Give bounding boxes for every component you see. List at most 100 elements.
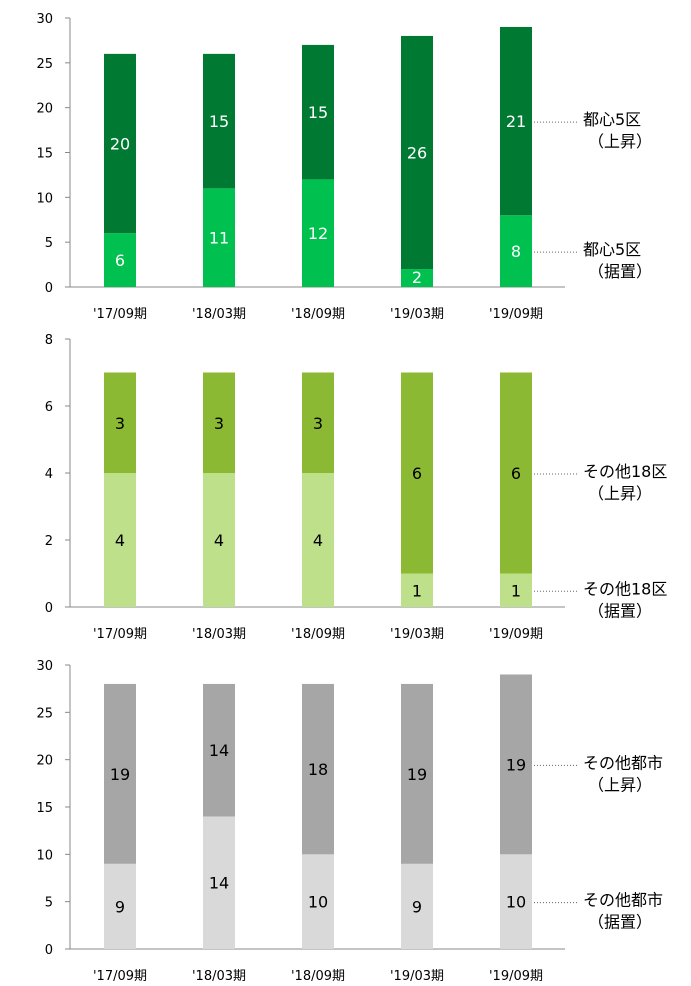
y-tick-label: 10	[36, 848, 53, 863]
bar-data-label: 19	[506, 755, 526, 774]
y-tick-label: 5	[45, 896, 53, 911]
y-tick-label: 15	[36, 801, 53, 816]
x-category-label: '17/09期	[93, 627, 147, 642]
y-tick-label: 20	[36, 754, 53, 769]
series-annotation-label: 都心5区	[583, 240, 641, 259]
bar-segment	[104, 53, 136, 234]
bar-data-label: 20	[110, 135, 130, 154]
bar-segment	[401, 35, 433, 270]
bar-segment	[500, 372, 532, 574]
bar-segment	[500, 854, 532, 949]
x-category-label: '18/03期	[192, 307, 246, 322]
series-annotation-label: その他都市	[583, 891, 663, 910]
x-category-label: '17/09期	[93, 969, 147, 984]
bar-data-label: 3	[115, 414, 125, 433]
y-tick-label: 25	[36, 706, 53, 721]
bar-segment	[401, 372, 433, 574]
y-tick-label: 0	[45, 943, 53, 958]
x-category-label: '18/09期	[291, 969, 345, 984]
bar-data-label: 4	[313, 531, 323, 550]
bar-segment	[203, 372, 235, 473]
series-annotation-sublabel: （据置）	[588, 913, 652, 932]
series-annotation-sublabel: （上昇）	[588, 484, 652, 503]
series-annotation-sublabel: （据置）	[588, 262, 652, 281]
bar-segment	[104, 683, 136, 864]
bar-data-label: 3	[214, 414, 224, 433]
bar-data-label: 15	[209, 112, 229, 131]
bar-data-label: 18	[308, 760, 328, 779]
bar-segment	[302, 473, 334, 607]
bar-segment	[401, 863, 433, 949]
bar-data-label: 21	[506, 112, 526, 131]
bar-data-label: 15	[308, 103, 328, 122]
y-tick-label: 30	[36, 12, 53, 27]
x-category-label: '18/03期	[192, 969, 246, 984]
bar-data-label: 10	[308, 893, 328, 912]
bar-segment	[500, 674, 532, 855]
y-tick-label: 0	[45, 601, 53, 616]
y-tick-label: 0	[45, 281, 53, 296]
series-annotation-label: その他18区	[583, 579, 667, 598]
bar-segment	[203, 816, 235, 949]
bar-data-label: 6	[115, 251, 125, 270]
y-tick-label: 25	[36, 57, 53, 72]
bar-segment	[203, 53, 235, 189]
bar-data-label: 19	[407, 765, 427, 784]
bar-data-label: 4	[115, 531, 125, 550]
series-annotation-label: その他18区	[583, 462, 667, 481]
series-annotation-label: 都心5区	[583, 110, 641, 129]
x-category-label: '19/09期	[489, 969, 543, 984]
x-category-label: '18/03期	[192, 627, 246, 642]
series-annotation-sublabel: （上昇）	[588, 132, 652, 151]
x-category-label: '19/09期	[489, 307, 543, 322]
x-category-label: '19/09期	[489, 627, 543, 642]
bar-data-label: 2	[412, 268, 422, 287]
bar-data-label: 6	[412, 464, 422, 483]
bar-data-label: 1	[511, 581, 521, 600]
y-tick-label: 30	[36, 659, 53, 674]
series-annotation-sublabel: （上昇）	[588, 775, 652, 794]
bar-segment	[203, 473, 235, 607]
bar-segment	[401, 573, 433, 607]
bar-segment	[401, 269, 433, 287]
series-annotation-sublabel: （据置）	[588, 601, 652, 620]
bar-data-label: 10	[506, 893, 526, 912]
y-tick-label: 10	[36, 191, 53, 206]
bar-data-label: 1	[412, 581, 422, 600]
bar-data-label: 26	[407, 144, 427, 163]
bar-segment	[203, 683, 235, 817]
bar-data-label: 11	[209, 229, 229, 248]
bar-segment	[104, 233, 136, 287]
y-tick-label: 15	[36, 147, 53, 162]
bar-data-label: 9	[412, 897, 422, 916]
x-category-label: '19/03期	[390, 307, 444, 322]
bar-data-label: 3	[313, 414, 323, 433]
y-tick-label: 2	[45, 534, 53, 549]
bar-data-label: 8	[511, 242, 521, 261]
bar-segment	[104, 372, 136, 473]
bar-data-label: 19	[110, 765, 130, 784]
bar-data-label: 14	[209, 874, 229, 893]
y-tick-label: 20	[36, 102, 53, 117]
bar-segment	[302, 683, 334, 855]
bar-segment	[203, 188, 235, 287]
y-tick-label: 5	[45, 236, 53, 251]
bar-data-label: 9	[115, 897, 125, 916]
x-category-label: '18/09期	[291, 307, 345, 322]
x-category-label: '19/03期	[390, 969, 444, 984]
bar-segment	[401, 683, 433, 864]
bar-segment	[500, 573, 532, 607]
bar-segment	[500, 215, 532, 287]
x-category-label: '17/09期	[93, 307, 147, 322]
bar-data-label: 4	[214, 531, 224, 550]
bar-segment	[500, 26, 532, 216]
bar-segment	[302, 854, 334, 949]
bar-segment	[302, 179, 334, 287]
bar-data-label: 14	[209, 741, 229, 760]
y-tick-label: 4	[45, 467, 53, 482]
bar-segment	[302, 372, 334, 473]
bar-data-label: 12	[308, 224, 328, 243]
series-annotation-label: その他都市	[583, 753, 663, 772]
bar-segment	[302, 44, 334, 180]
